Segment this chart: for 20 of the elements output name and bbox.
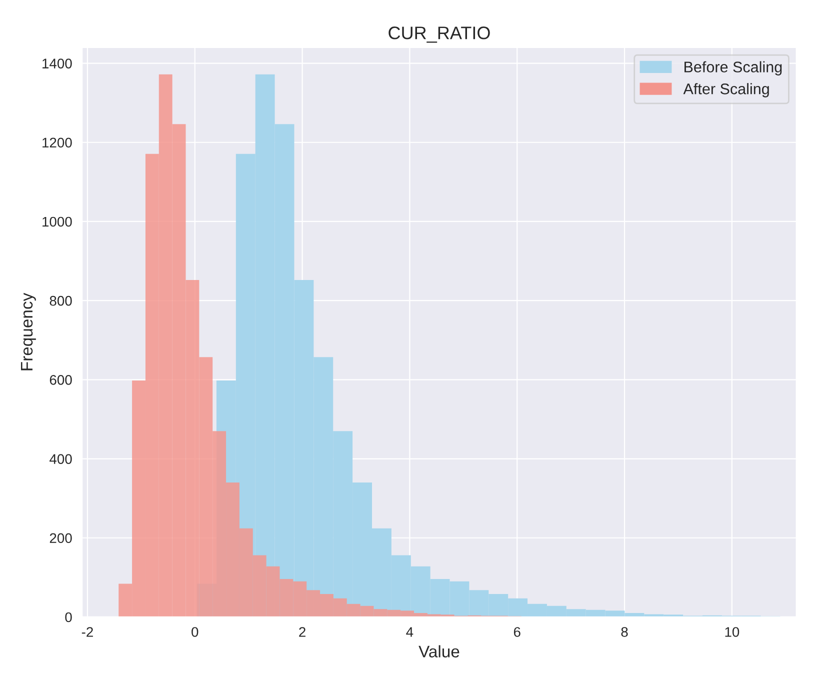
x-tick-label: 0 (192, 627, 198, 637)
x-tick-label: 4 (406, 627, 414, 637)
y-tick-label: 800 (50, 296, 72, 306)
x-tick-label: 6 (514, 627, 520, 637)
y-tick-label: 1000 (42, 216, 72, 227)
x-tick-label: 10 (725, 627, 740, 637)
legend-label: Before Scaling (684, 61, 782, 76)
chart-title: CUR_RATIO (388, 26, 490, 43)
legend-label: After Scaling (683, 83, 769, 98)
y-tick-label: 400 (50, 454, 72, 464)
x-tick-label: 2 (299, 627, 306, 637)
x-tick-label: 8 (621, 627, 628, 637)
y-axis-title: Frequency (21, 292, 36, 370)
y-tick-label: 0 (65, 612, 72, 622)
y-tick-label: 200 (50, 533, 72, 544)
y-tick-label: 1200 (42, 138, 72, 148)
y-tick-label: 1400 (42, 58, 72, 68)
y-tick-label: 600 (50, 375, 72, 385)
x-tick-label: -2 (82, 627, 93, 637)
x-axis-title: Value (418, 645, 460, 658)
